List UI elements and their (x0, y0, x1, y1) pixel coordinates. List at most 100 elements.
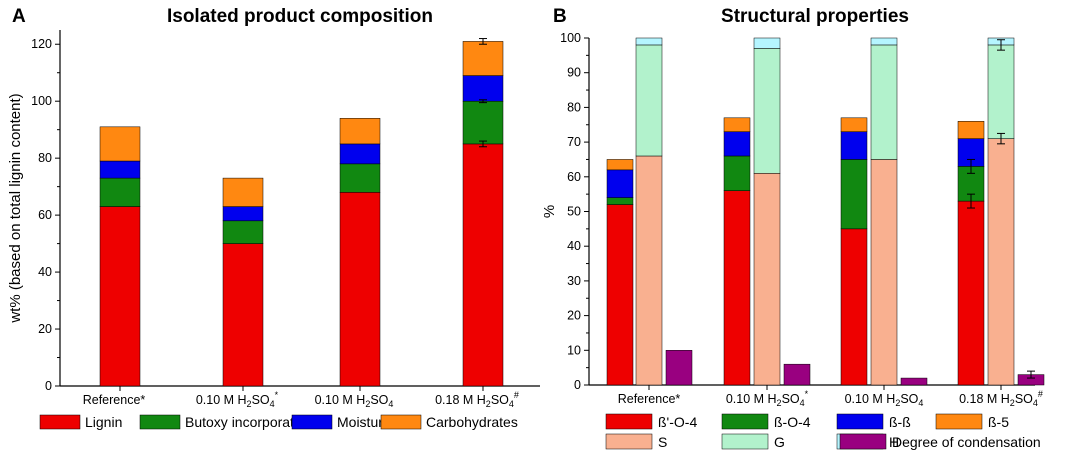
bar-b-condensation (900, 377, 928, 386)
y-tick-label-a: 120 (31, 37, 52, 51)
bar-b-linkage (606, 159, 634, 171)
bar-a-lignin (339, 192, 381, 387)
legend-b-swatch (721, 433, 769, 450)
legend-b-label: G (774, 434, 785, 450)
bar-a-moisture (222, 206, 264, 222)
bar-b-linkage (723, 131, 751, 157)
category-label-subscript: 2 (486, 399, 491, 409)
chart-a: A Isolated product composition wt% (based … (7, 6, 540, 430)
bar-a-carbohydrates (99, 126, 141, 162)
bar-b-monomer (870, 44, 898, 160)
legend-b-label: ß-5 (988, 414, 1009, 430)
y-tick-label-a: 0 (45, 379, 52, 393)
y-tick-label-a: 100 (31, 94, 52, 108)
category-label-superscript: * (140, 393, 145, 407)
category-label-superscript: # (514, 390, 519, 400)
bar-b-monomer (870, 37, 898, 46)
bar-b-monomer (753, 48, 781, 174)
y-tick-label-a: 40 (38, 265, 52, 279)
bar-a-carbohydrates (222, 177, 264, 207)
category-label: Reference* (83, 393, 146, 407)
category-label-text: SO (900, 392, 918, 406)
category-label: 0.10 M H2SO4 (845, 392, 924, 408)
category-label-text: 0.18 M H (435, 393, 486, 407)
bar-a-carbohydrates (462, 41, 504, 76)
y-axis-label-a: wt% (based on total lignin content) (7, 93, 24, 323)
category-label-subscript: 2 (895, 398, 900, 408)
category-label-subscript: 4 (918, 398, 923, 408)
y-tick-label-b: 50 (567, 205, 581, 219)
category-label-text: Reference (618, 392, 676, 406)
legend-b-label: H (889, 434, 899, 450)
chart-title-b: Structural properties (721, 6, 909, 27)
bar-a-moisture (462, 75, 504, 102)
bar-a-butoxy-incorporation (339, 163, 381, 193)
bar-b-monomer (753, 37, 781, 49)
category-label-subscript: 2 (365, 399, 370, 409)
legend-a-label: Butoxy incorporation (185, 414, 313, 430)
category-label-subscript: 4 (270, 399, 275, 409)
legend-b-swatch (839, 433, 887, 450)
y-tick-label-b: 80 (567, 100, 581, 114)
category-label-subscript: 4 (388, 399, 393, 409)
category-label-text: 0.10 M H (845, 392, 896, 406)
category-label-superscript: * (805, 389, 809, 399)
y-tick-label-b: 0 (574, 378, 581, 392)
bar-b-monomer (635, 37, 663, 46)
category-label: 0.10 M H2SO4* (726, 389, 809, 408)
legend-b-label: ß'-O-4 (658, 414, 697, 430)
chart-b: B Structural properties% 0 10 20 30 40 50 60 70 80… (541, 6, 1045, 450)
y-tick-label-b: 30 (567, 274, 581, 288)
y-tick-label-b: 20 (567, 309, 581, 323)
bar-b-linkage (957, 200, 985, 386)
category-label: 0.18 M H2SO4# (959, 389, 1043, 408)
legend-b-label: Degree of condensation (892, 434, 1041, 450)
legend-a-swatch (380, 414, 422, 430)
bar-a-moisture (99, 160, 141, 179)
category-label-text: 0.10 M H (726, 392, 777, 406)
y-tick-label-b: 60 (567, 170, 581, 184)
category-label-text: 0.18 M H (959, 392, 1010, 406)
legend-a-swatch (291, 414, 333, 430)
bar-b-linkage (723, 117, 751, 132)
legend-b-swatch (721, 413, 769, 430)
bar-b-condensation (665, 350, 693, 386)
category-label: 0.18 M H2SO4# (435, 390, 519, 409)
bar-b-linkage (840, 159, 868, 230)
category-label-superscript: * (275, 390, 279, 400)
category-label-text: 0.10 M H (315, 393, 366, 407)
category-label-subscript: 4 (509, 399, 514, 409)
y-tick-label-b: 100 (560, 31, 581, 45)
panel-label-a: A (12, 6, 26, 27)
legend-b-swatch (935, 413, 983, 430)
category-label-subscript: 2 (1010, 398, 1015, 408)
bar-b-linkage (723, 190, 751, 386)
category-label-text: SO (782, 392, 800, 406)
category-label-text: Reference (83, 393, 141, 407)
y-tick-label-b: 40 (567, 239, 581, 253)
bar-b-linkage (723, 155, 751, 191)
bar-b-linkage (606, 197, 634, 205)
legend-a: Lignin Butoxy incorporation Moisture Carboh… (39, 414, 518, 430)
legend-a-swatch (139, 414, 181, 430)
bar-a-lignin (462, 143, 504, 387)
legend-b-swatch (836, 413, 884, 430)
bar-a-carbohydrates (339, 118, 381, 145)
bar-b-monomer (987, 44, 1015, 139)
bar-b-monomer (987, 138, 1015, 386)
y-tick-label-b: 90 (567, 66, 581, 80)
legend-a-label: Carbohydrates (426, 414, 518, 430)
bar-a-moisture (339, 143, 381, 165)
category-label-text: SO (1015, 392, 1033, 406)
bar-b-linkage (606, 169, 634, 198)
bar-a-lignin (99, 206, 141, 387)
category-label-text: SO (491, 393, 509, 407)
legend-b-swatch (605, 433, 653, 450)
bar-b-condensation (783, 363, 811, 386)
bar-b-linkage (957, 121, 985, 139)
category-label-text: SO (370, 393, 388, 407)
category-label-text: SO (252, 393, 270, 407)
y-tick-label-a: 80 (38, 151, 52, 165)
